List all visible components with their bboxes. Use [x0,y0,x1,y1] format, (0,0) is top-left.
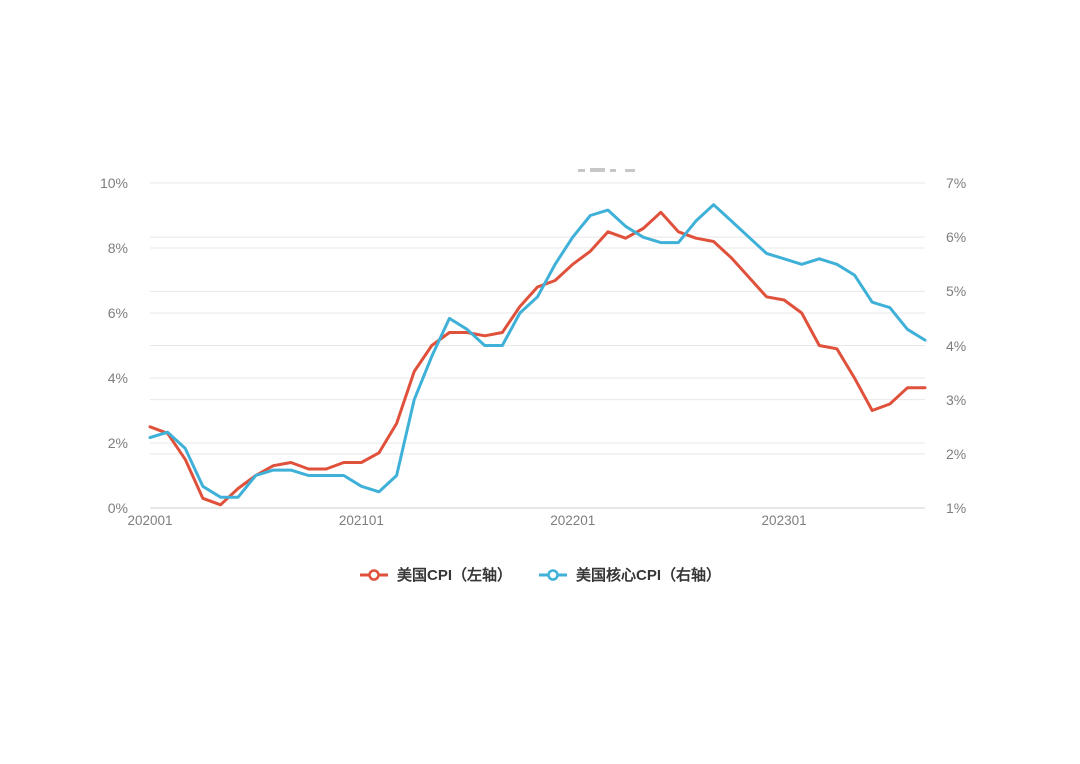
legend-item-us-cpi[interactable]: 美国CPI（左轴） [359,564,512,585]
right-axis-tick: 1% [946,500,967,516]
left-axis-tick: 6% [107,305,128,321]
legend-label-us-core-cpi: 美国核心CPI（右轴） [576,567,722,584]
legend-item-us-core-cpi[interactable]: 美国核心CPI（右轴） [538,564,721,585]
cropped-title-fragment [578,163,650,172]
blue-line-circle-marker-icon [539,568,567,581]
left-axis-tick: 2% [107,435,128,451]
right-axis-tick: 3% [946,391,967,408]
left-axis-tick: 0% [107,500,128,516]
left-axis-tick: 8% [107,240,128,256]
x-axis-tick: 202101 [338,513,384,528]
right-axis-tick: 4% [946,337,967,354]
left-axis-tick: 4% [107,370,128,386]
x-axis-tick: 202001 [127,513,173,528]
legend: 美国CPI（左轴） 美国核心CPI（右轴） [0,564,1080,585]
x-axis-tick: 202301 [761,513,807,528]
right-axis-tick: 5% [946,283,967,300]
right-axis-tick: 2% [946,445,967,462]
left-axis-tick: 10% [99,175,128,191]
right-axis-tick: 7% [946,175,967,191]
right-axis-tick: 6% [946,229,967,246]
red-line-circle-marker-icon [359,568,388,581]
legend-label-us-cpi: 美国CPI（左轴） [396,567,512,584]
x-axis-tick: 202201 [550,513,596,528]
